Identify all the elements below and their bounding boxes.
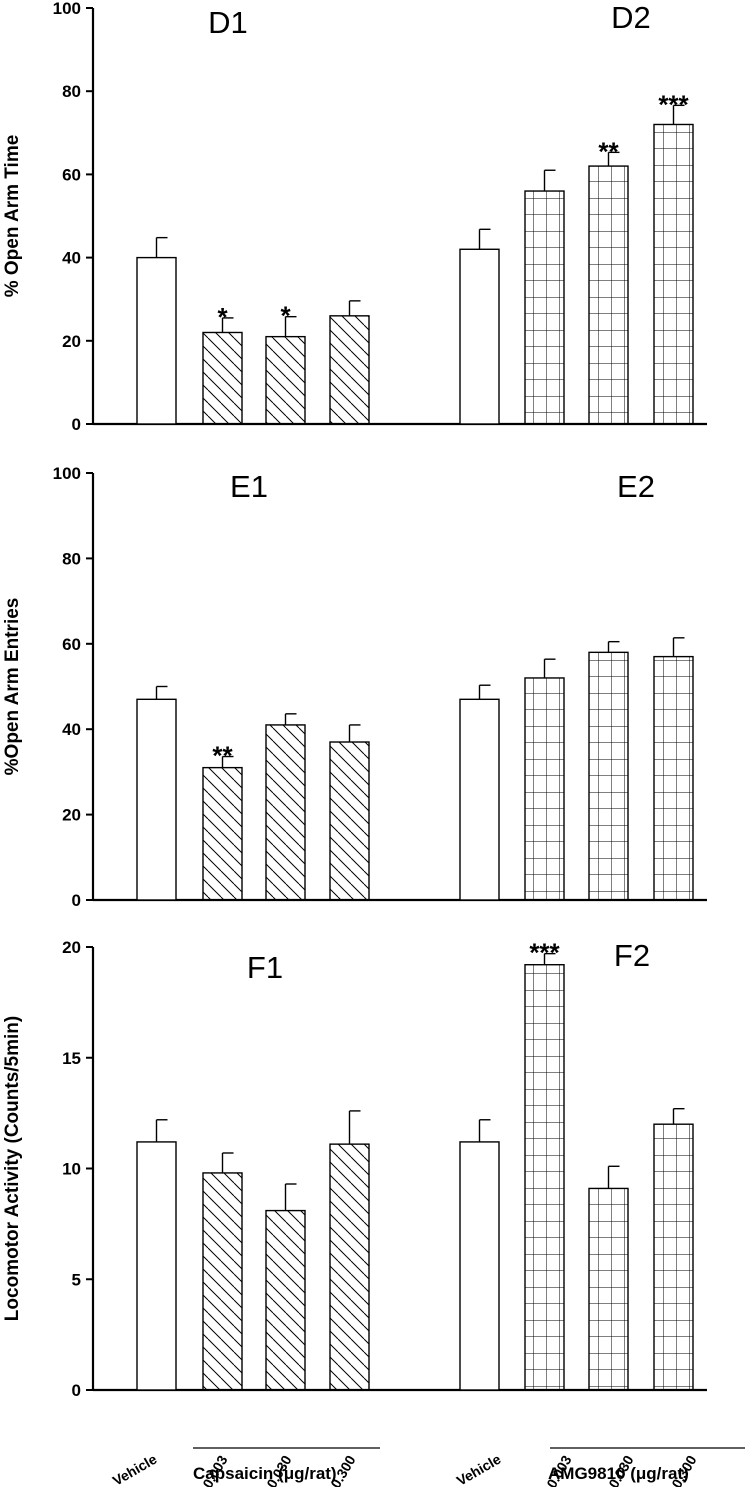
y-tick-label: 80 [62, 82, 81, 101]
y-tick-label: 40 [62, 249, 81, 268]
y-tick-label: 5 [72, 1270, 81, 1289]
bar [329, 741, 370, 901]
significance-marker: ** [212, 741, 233, 771]
bar [459, 698, 500, 901]
bar [459, 248, 500, 425]
chart-panel: 0 20 40 60 80 100 %Open Arm Entries E1 ** E2 [2, 464, 707, 910]
y-tick-label: 60 [62, 165, 81, 184]
bar [202, 331, 243, 425]
significance-marker: ** [598, 136, 619, 166]
bar [588, 1187, 629, 1391]
bar [524, 677, 565, 901]
group-label-capsaicin: Capsaicin (μg/rat) [193, 1464, 337, 1483]
panel-label: E1 [230, 469, 268, 504]
x-axis-labels: Vehicle 0.003 0.030 0.300 Vehicle 0.003 … [110, 1447, 745, 1487]
y-tick-label: 20 [62, 806, 81, 825]
y-tick-label: 40 [62, 720, 81, 739]
y-tick-label: 60 [62, 635, 81, 654]
significance-marker: *** [658, 89, 689, 119]
bar [136, 1141, 177, 1391]
y-tick-label: 100 [53, 0, 81, 18]
bar [653, 1123, 694, 1391]
bar [653, 655, 694, 901]
significance-marker: * [280, 301, 291, 331]
panel-label: D2 [611, 0, 651, 35]
x-tick-label: Vehicle [454, 1451, 504, 1487]
chart-panel: 0 5 10 15 20 Locomotor Activity (Counts/5min)… [2, 938, 707, 1400]
bar [202, 1172, 243, 1391]
y-tick-label: 10 [62, 1160, 81, 1179]
bar [202, 766, 243, 901]
panel-label: E2 [617, 469, 655, 504]
panel-label: F1 [247, 950, 283, 985]
y-tick-label: 15 [62, 1049, 81, 1068]
significance-marker: *** [529, 938, 560, 968]
bar [265, 724, 306, 901]
bar [329, 315, 370, 425]
bar [653, 123, 694, 425]
y-tick-label: 0 [72, 891, 81, 910]
bar [136, 698, 177, 901]
panel-label: D1 [208, 5, 248, 40]
significance-marker: * [217, 302, 228, 332]
y-axis-title: % Open Arm Time [2, 135, 23, 298]
y-axis-title: %Open Arm Entries [2, 598, 23, 776]
bar [265, 1209, 306, 1391]
bar [459, 1141, 500, 1391]
bar [136, 256, 177, 425]
y-tick-label: 0 [72, 415, 81, 434]
x-tick-label: Vehicle [110, 1451, 160, 1487]
bar [329, 1143, 370, 1391]
group-label-amg9810: AMG9810 (μg/rat) [548, 1464, 689, 1483]
y-tick-label: 20 [62, 332, 81, 351]
bar [524, 190, 565, 425]
y-tick-label: 20 [62, 938, 81, 957]
y-tick-label: 80 [62, 549, 81, 568]
bar [265, 335, 306, 425]
panel-label: F2 [614, 938, 650, 973]
y-tick-label: 100 [53, 464, 81, 483]
bar [588, 651, 629, 901]
y-tick-label: 0 [72, 1381, 81, 1400]
bar [524, 964, 565, 1391]
bar [588, 165, 629, 425]
y-axis-title: Locomotor Activity (Counts/5min) [2, 1016, 23, 1321]
